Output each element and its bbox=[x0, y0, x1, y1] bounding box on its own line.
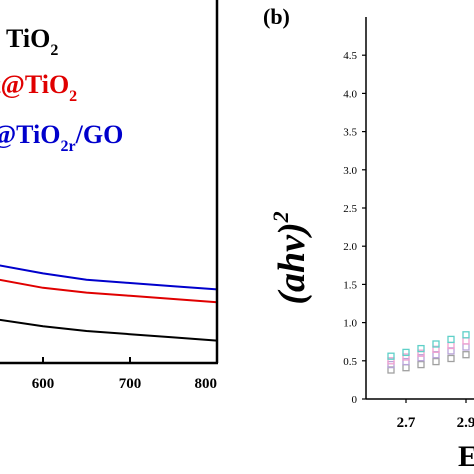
panel-b-series-0-point bbox=[402, 364, 410, 372]
panel-b-series-markers bbox=[387, 331, 470, 374]
panel-b-label: (b) bbox=[263, 4, 290, 29]
panel-b-y-tick-label: 4.0 bbox=[343, 88, 357, 100]
legend-tail: /GO bbox=[75, 120, 124, 149]
legend-subscript: 2 bbox=[50, 42, 58, 59]
panel-a-x-tick-label: 800 bbox=[195, 376, 218, 392]
panel-b-series-1-point bbox=[402, 357, 410, 366]
panel-b-y-tick-label: 3.5 bbox=[343, 127, 357, 139]
panel-b-series-2-point bbox=[462, 337, 470, 345]
panel-b-series-2-point bbox=[432, 345, 440, 353]
panel-b-y-tick-label: 3.0 bbox=[343, 165, 357, 177]
panel-b-y-axis-label-main: (ahv) bbox=[271, 222, 313, 304]
legend-text: t@TiO bbox=[0, 70, 69, 99]
legend-text: @TiO bbox=[0, 120, 61, 149]
panel-b-x-axis-label: E bbox=[458, 440, 474, 473]
panel-a-legend: TiO2t@TiO2@TiO2r/GO bbox=[0, 24, 123, 155]
legend-text: TiO bbox=[6, 24, 50, 53]
panel-b-series-3-point bbox=[387, 352, 395, 360]
panel-b-y-tick-label: 2.0 bbox=[343, 241, 357, 253]
panel-b-series-1-point bbox=[462, 343, 470, 351]
panel-b-x-tick-label: 2.7 bbox=[397, 415, 416, 431]
panel-a-series-line-2 bbox=[0, 318, 218, 342]
panel-b-series-3-point bbox=[417, 344, 425, 353]
panel-b-series-3-point bbox=[402, 348, 410, 357]
panel-b-series-1-point bbox=[417, 354, 425, 362]
panel-b-y-axis-title: (ahv)2 bbox=[268, 211, 313, 304]
panel-b-series-0-point bbox=[462, 351, 470, 359]
panel-b-series-3-point bbox=[432, 340, 440, 348]
panel-a-series-line-0 bbox=[0, 264, 218, 291]
panel-b-y-tick-label: 1.5 bbox=[343, 279, 357, 291]
panel-b-series-3-point bbox=[462, 331, 470, 339]
legend-subscript: 2 bbox=[61, 138, 69, 155]
panel-a-x-tick-label: 600 bbox=[32, 376, 55, 392]
panel-a-series-lines bbox=[0, 264, 218, 342]
panel-b-y-tick-label: 0 bbox=[352, 394, 358, 406]
panel-b-series-0-point bbox=[417, 360, 425, 369]
panel-b-x-tick-label: 2.9 bbox=[457, 415, 474, 431]
panel-b-series-2-point bbox=[387, 357, 395, 365]
panel-a-x-ticks: 600 700 800 bbox=[32, 357, 218, 392]
panel-b-chart: (b) (ahv)2 00.51.01.52.02.53.03.54.04.5 … bbox=[263, 4, 474, 473]
panel-b-series-0-point bbox=[447, 354, 455, 363]
panel-b-y-tick-label: 4.5 bbox=[343, 50, 357, 62]
panel-b-y-tick-label: 0.5 bbox=[343, 356, 357, 368]
panel-b-y-ticks: 0 0.5 1.0 1.5 2.0 2.5 3.0 3.5 4.0 4.5 bbox=[343, 50, 366, 406]
panel-a-legend-entry-2: @TiO2r/GO bbox=[0, 120, 123, 155]
panel-b-series-0-point bbox=[432, 357, 440, 366]
panel-b-y-axis-label: (ahv)2 bbox=[268, 211, 313, 304]
legend-subscript-r: r bbox=[69, 138, 76, 155]
panel-b-series-1-point bbox=[387, 360, 395, 369]
panel-b-series-3-point bbox=[447, 335, 455, 344]
panel-b-series-2-point bbox=[402, 353, 410, 361]
legend-subscript: 2 bbox=[69, 88, 77, 105]
panel-a-series-line-1 bbox=[0, 278, 218, 304]
panel-a-legend-entry-1: t@TiO2 bbox=[0, 70, 77, 105]
panel-a-x-tick-label: 700 bbox=[119, 376, 142, 392]
panel-b-y-tick-label: 1.0 bbox=[343, 318, 357, 330]
panel-b-x-ticks: 2.7 2.9 bbox=[397, 399, 474, 431]
panel-a-legend-entry-0: TiO2 bbox=[6, 24, 58, 59]
panel-b-y-tick-label: 2.5 bbox=[343, 203, 357, 215]
panel-b-series-2-point bbox=[417, 349, 425, 357]
panel-b-y-axis-label-sup: 2 bbox=[268, 211, 293, 223]
